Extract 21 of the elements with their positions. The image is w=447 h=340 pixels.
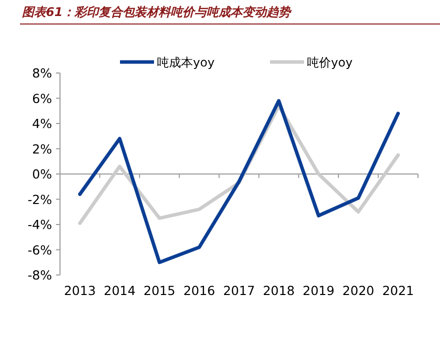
legend-label: 吨价yoy xyxy=(307,56,353,70)
y-tick-label: 4% xyxy=(32,116,52,131)
y-tick-label: 0% xyxy=(32,166,52,182)
y-tick-label: -4% xyxy=(28,217,52,232)
y-tick-label: -6% xyxy=(28,242,52,258)
y-tick-label: 8% xyxy=(32,66,52,80)
x-tick-label: 2020 xyxy=(342,283,374,298)
x-tick-label: 2017 xyxy=(223,283,255,298)
x-tick-label: 2021 xyxy=(382,283,414,298)
x-tick-label: 2018 xyxy=(262,283,295,298)
y-tick-label: -2% xyxy=(28,192,52,207)
x-tick-label: 2016 xyxy=(183,283,216,298)
title: 图表61：彩印复合包装材料吨价与吨成本变动趋势 xyxy=(22,5,291,19)
x-tick-label: 2013 xyxy=(64,283,96,298)
legend-label: 吨成本yoy xyxy=(157,56,215,70)
x-tick-label: 2019 xyxy=(302,283,335,298)
y-tick-label: 6% xyxy=(32,90,52,106)
x-tick-label: 2015 xyxy=(144,283,176,298)
y-tick-label: -8% xyxy=(28,268,52,282)
x-tick-label: 2014 xyxy=(104,283,136,298)
y-tick-label: 2% xyxy=(32,141,52,156)
